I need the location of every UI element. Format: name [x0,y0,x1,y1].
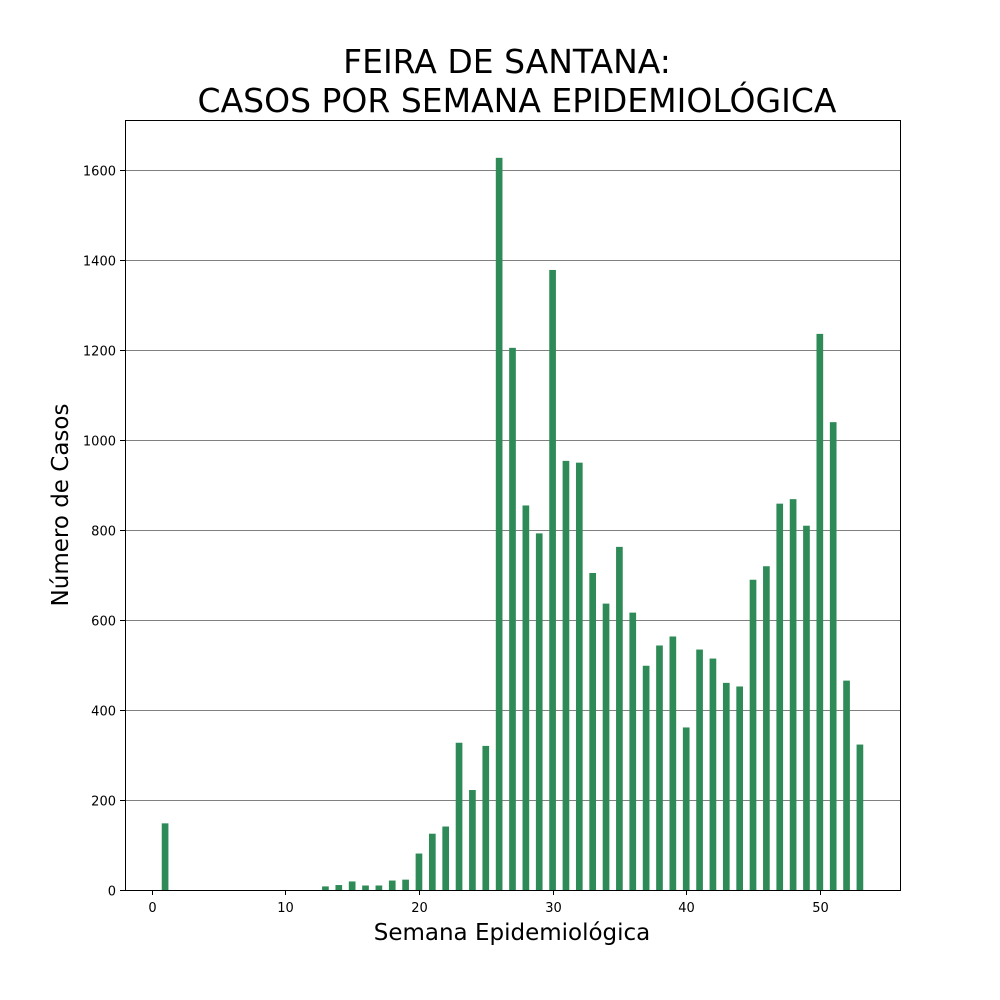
y-tick-label: 400 [91,705,116,720]
bar [482,745,490,890]
x-tick-label: 0 [148,901,156,916]
bar [415,853,423,890]
bar [789,499,797,890]
bar [642,665,650,890]
x-tick-label: 30 [545,901,562,916]
bar [402,879,409,890]
y-tick-label: 800 [91,525,116,540]
bar [509,347,516,890]
bar [495,157,503,890]
x-tick-label: 50 [812,901,829,916]
bar [161,823,169,890]
bar [856,744,864,890]
bar [375,885,383,890]
bar [549,269,556,890]
y-tick-label: 1400 [83,255,116,270]
bar [829,422,837,890]
bar [776,503,784,890]
plot-frame [125,120,901,891]
bar [629,612,637,890]
x-tick-label: 40 [678,901,695,916]
bar [763,566,770,890]
bar [469,790,476,890]
bar [736,686,743,890]
bar [722,682,730,890]
chart-title-line1: FEIRA DE SANTANA: [343,42,671,81]
bar [816,333,824,890]
y-tick-label: 1200 [83,345,116,360]
bar [602,603,610,890]
bar [322,886,329,890]
bar [669,636,677,890]
bar [362,885,369,890]
x-axis-label: Semana Epidemiológica [374,920,651,946]
bar [522,505,530,890]
x-ticks: 0 10 20 30 40 50 [148,890,829,916]
x-tick-label: 10 [277,901,294,916]
bar [535,533,543,890]
bar [388,880,396,890]
y-ticks: 0 200 400 600 800 1000 1200 1400 1600 [83,165,125,900]
bar [843,680,850,890]
bar [749,579,757,890]
bar [575,462,583,890]
bars [161,157,864,890]
bar [335,885,343,890]
y-axis-label: Número de Casos [48,404,74,607]
bar [348,881,356,890]
y-tick-label: 1600 [83,165,116,180]
bar [455,742,463,890]
bar [709,658,717,890]
y-tick-label: 600 [91,615,116,630]
y-tick-label: 1000 [83,435,116,450]
bar [803,525,810,890]
x-tick-label: 20 [411,901,428,916]
bar [442,826,450,890]
bar [656,645,663,890]
bar [428,833,436,890]
bar [562,460,570,890]
bar [616,546,623,890]
bar [682,727,690,890]
bar [696,649,703,890]
bar [589,572,597,890]
y-tick-label: 200 [91,795,116,810]
y-tick-label: 0 [108,885,116,900]
chart-title-line2: CASOS POR SEMANA EPIDEMIOLÓGICA [198,80,837,120]
